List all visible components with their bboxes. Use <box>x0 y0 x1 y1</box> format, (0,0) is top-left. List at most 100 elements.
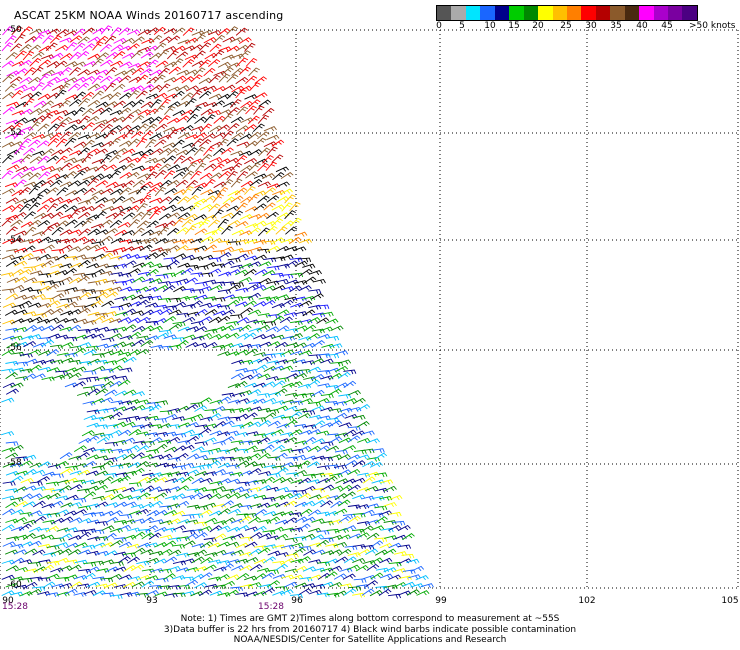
wind-barb <box>330 325 344 332</box>
wind-barb <box>164 93 178 100</box>
wind-barb <box>326 433 340 439</box>
wind-barb <box>310 293 324 300</box>
wind-barb <box>262 240 276 246</box>
wind-barb <box>14 230 28 236</box>
wind-barb <box>18 268 32 276</box>
wind-barb <box>361 588 375 596</box>
wind-barb <box>194 441 208 446</box>
wind-barb <box>86 566 100 573</box>
wind-barb <box>87 148 100 155</box>
wind-barb <box>2 154 14 164</box>
wind-barb <box>19 138 32 147</box>
wind-barb <box>243 332 257 340</box>
wind-barb <box>91 142 105 148</box>
wind-barb <box>119 495 133 501</box>
wind-barb <box>59 229 73 236</box>
wind-barb <box>29 364 42 372</box>
wind-barb <box>208 29 222 36</box>
wind-barb <box>254 269 268 276</box>
wind-barb <box>348 586 362 591</box>
wind-barb <box>149 325 163 332</box>
wind-barb <box>270 429 284 436</box>
wind-barb <box>95 501 109 508</box>
wind-barb <box>185 179 199 189</box>
wind-barb <box>258 407 272 413</box>
wind-barb <box>227 508 241 515</box>
wind-barb <box>320 358 334 364</box>
wind-barb <box>11 284 25 291</box>
wind-barb <box>68 324 82 332</box>
wind-barb <box>208 268 222 275</box>
wind-barb <box>325 558 339 564</box>
wind-barb <box>166 117 180 125</box>
wind-barb <box>110 237 124 244</box>
wind-barb <box>83 491 97 499</box>
wind-barb <box>101 592 115 598</box>
wind-barb <box>113 100 126 108</box>
wind-barb <box>176 500 190 507</box>
wind-barb <box>40 212 55 219</box>
legend-tick-label: 45 <box>661 21 673 31</box>
wind-barb <box>118 27 131 36</box>
wind-barb <box>212 193 224 203</box>
wind-barb <box>181 444 195 451</box>
wind-barb <box>191 446 205 453</box>
wind-barb <box>258 452 271 460</box>
wind-barb <box>209 156 223 163</box>
wind-barb <box>245 557 259 563</box>
wind-barb <box>229 503 244 509</box>
wind-barb <box>41 100 54 108</box>
wind-barb <box>77 69 91 76</box>
wind-barb <box>87 53 101 60</box>
wind-barb <box>92 203 105 211</box>
wind-barb <box>254 509 267 517</box>
wind-barb <box>109 510 123 517</box>
wind-barb <box>293 246 307 252</box>
wind-barb <box>185 147 198 156</box>
wind-barb <box>326 335 340 341</box>
wind-barb <box>230 162 243 172</box>
wind-barb <box>149 116 163 125</box>
wind-barb <box>127 461 141 469</box>
wind-barb <box>86 435 100 443</box>
wind-barb <box>118 317 132 323</box>
wind-barb <box>33 212 47 219</box>
wind-barb <box>190 106 202 116</box>
wind-barb <box>145 462 159 468</box>
wind-barb <box>298 493 312 500</box>
wind-barb <box>65 494 79 501</box>
wind-barb <box>29 57 42 67</box>
wind-barb <box>212 209 224 219</box>
wind-barb <box>122 212 136 220</box>
wind-barb <box>136 349 150 356</box>
wind-barb <box>357 437 371 444</box>
wind-barb <box>24 548 38 555</box>
wind-barb <box>162 142 176 149</box>
wind-barb <box>164 105 176 115</box>
wind-barb <box>319 326 334 332</box>
wind-barb <box>122 487 136 493</box>
wind-barb <box>20 171 34 179</box>
wind-barb <box>37 220 51 227</box>
wind-barb <box>352 460 366 468</box>
wind-barb <box>365 485 379 492</box>
wind-barb <box>132 325 146 333</box>
wind-barb <box>14 247 28 253</box>
wind-barb <box>182 170 195 180</box>
wind-barb <box>64 124 78 132</box>
wind-barb <box>109 365 123 372</box>
wind-barb <box>185 421 199 428</box>
wind-barb <box>249 149 263 156</box>
wind-barb <box>194 549 208 557</box>
wind-barb <box>122 421 136 428</box>
wind-barb <box>328 519 343 525</box>
wind-barb <box>41 503 55 509</box>
wind-barb <box>383 567 397 573</box>
wind-barb <box>326 367 340 373</box>
wind-barb <box>176 69 190 76</box>
wind-barb <box>78 115 91 125</box>
wind-barb <box>285 260 299 267</box>
wind-barb <box>258 261 272 267</box>
wind-barb <box>199 204 213 211</box>
wind-barb <box>37 591 51 597</box>
